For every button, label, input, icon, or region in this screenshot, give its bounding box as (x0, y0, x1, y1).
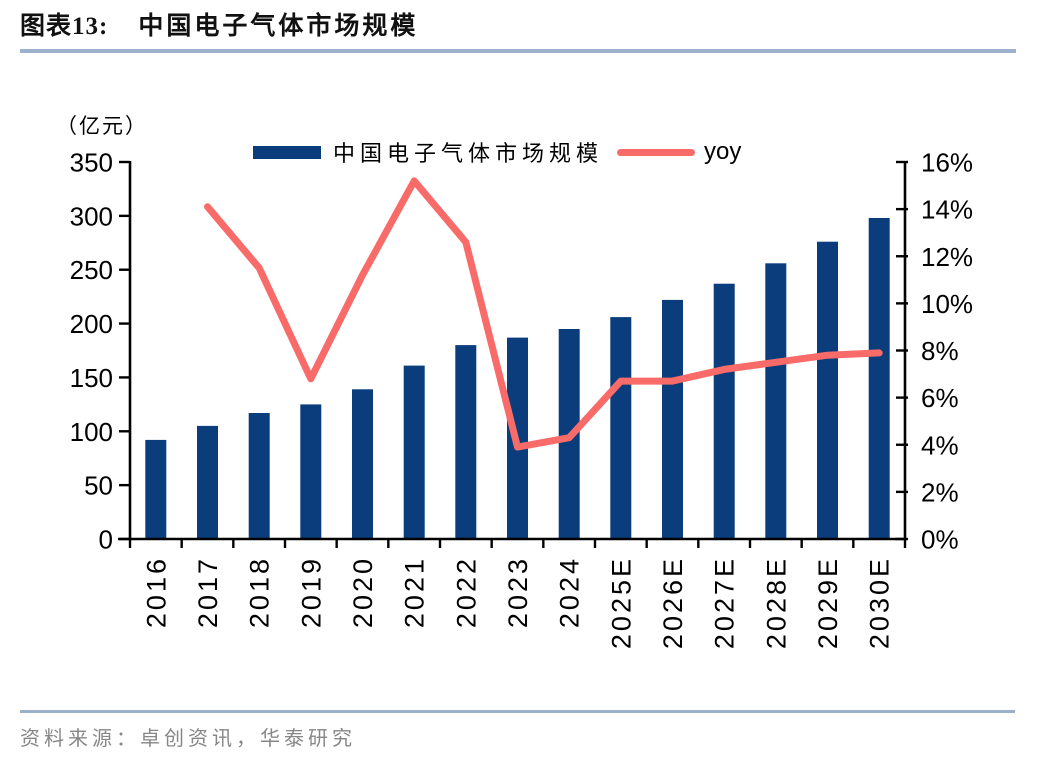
right-axis-tick-label-2%: 2% (921, 477, 959, 507)
left-axis-tick-label-200: 200 (70, 309, 113, 339)
left-axis-tick-label-150: 150 (70, 363, 113, 393)
x-axis-label-2026E: 2026E (658, 556, 688, 649)
x-axis-label-2017: 2017 (193, 556, 223, 628)
right-axis-tick-label-0%: 0% (921, 525, 959, 555)
x-axis-label-2016: 2016 (141, 556, 171, 628)
bar-2020 (352, 389, 373, 539)
x-axis-label-2018: 2018 (245, 556, 275, 628)
right-axis-tick-label-4%: 4% (921, 430, 959, 460)
bar-2019 (300, 404, 322, 539)
right-axis-tick-label-16%: 16% (921, 148, 973, 178)
bar-2025E (610, 317, 632, 539)
chart-legend: 中国电子气体市场规模 yoy (253, 136, 741, 168)
legend-line-swatch (617, 148, 696, 156)
left-axis-tick-label-50: 50 (84, 471, 113, 501)
source-note: 资料来源：卓创资讯，华泰研究 (20, 728, 356, 750)
bar-2026E (662, 299, 683, 539)
x-axis-label-2023: 2023 (503, 556, 533, 628)
bar-2018 (248, 413, 270, 539)
bar-2022 (455, 345, 477, 539)
bar-2021 (403, 365, 425, 539)
legend-bar-label: 中国电子气体市场规模 (333, 141, 604, 166)
right-axis-tick-label-14%: 14% (921, 195, 973, 225)
bar-2016 (145, 439, 167, 539)
x-axis-label-2027E: 2027E (710, 556, 740, 649)
x-axis-label-2024: 2024 (555, 556, 585, 628)
x-axis-label-2025E: 2025E (606, 556, 636, 649)
x-axis-label-2030E: 2030E (865, 556, 895, 649)
legend-bar-swatch (253, 145, 321, 159)
bar-2027E (713, 283, 735, 539)
legend-line-label: yoy (704, 138, 742, 165)
figure-number: 图表13: (20, 13, 109, 40)
bar-2028E (765, 263, 787, 539)
right-axis-tick-label-10%: 10% (921, 289, 973, 319)
x-axis-label-2019: 2019 (296, 556, 326, 628)
x-axis-label-2022: 2022 (451, 556, 481, 628)
x-axis-label-2028E: 2028E (761, 556, 791, 649)
right-axis-tick-label-8%: 8% (921, 336, 959, 366)
bar-2017 (197, 425, 218, 539)
title-divider (20, 49, 1016, 53)
bar-2030E (868, 218, 890, 539)
source-divider (20, 710, 1015, 713)
left-axis-tick-label-0: 0 (99, 525, 113, 555)
x-axis-label-2021: 2021 (400, 556, 430, 628)
left-axis-tick-label-100: 100 (70, 417, 113, 447)
left-axis-tick-label-300: 300 (70, 201, 113, 231)
x-axis-label-2029E: 2029E (813, 556, 843, 649)
left-axis-tick-label-250: 250 (70, 255, 113, 285)
right-axis-tick-label-12%: 12% (921, 242, 973, 272)
x-axis-label-2020: 2020 (348, 556, 378, 628)
figure-title: 中国电子气体市场规模 (138, 13, 419, 40)
left-axis-unit-label: （亿元） (56, 114, 148, 138)
right-axis-tick-label-6%: 6% (921, 383, 959, 413)
figure-heading: 图表13: 中国电子气体市场规模 (20, 6, 418, 42)
left-axis-tick-label-350: 350 (70, 148, 113, 178)
yoy-line (204, 177, 883, 451)
bar-2029E (817, 241, 838, 539)
